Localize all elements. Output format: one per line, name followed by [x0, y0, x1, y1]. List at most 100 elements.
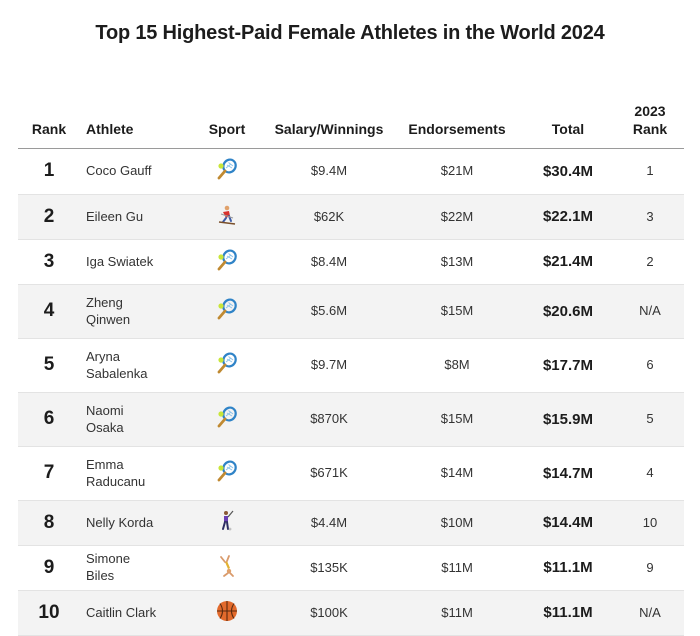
athlete-cell: Iga Swiatek — [80, 239, 190, 285]
endorsements-cell: $22M — [394, 194, 520, 240]
athlete-cell: Zheng Qinwen — [80, 284, 190, 339]
rank-cell: 5 — [18, 338, 80, 393]
total-cell: $14.4M — [520, 500, 616, 546]
sport-cell — [190, 500, 264, 546]
salary-cell: $671K — [264, 446, 394, 501]
endorsements-cell: $21M — [394, 148, 520, 195]
rank-cell: 4 — [18, 284, 80, 339]
sport-cell — [190, 194, 264, 240]
endorsements-cell: $8M — [394, 338, 520, 393]
column-header-endorsements: Endorsements — [408, 120, 506, 137]
total-cell: $17.7M — [520, 338, 616, 393]
gymnast-icon — [215, 554, 239, 583]
salary-cell: $5.6M — [264, 284, 394, 339]
sport-cell — [190, 284, 264, 339]
sport-cell — [190, 590, 264, 636]
prev-rank-header-line2: Rank — [632, 120, 668, 137]
endorsements-cell: $13M — [394, 239, 520, 285]
salary-cell: $9.4M — [264, 148, 394, 195]
total-cell: $21.4M — [520, 239, 616, 285]
prev-rank-cell: 4 — [616, 446, 684, 501]
athlete-cell: Emma Raducanu — [80, 446, 190, 501]
page-title: Top 15 Highest-Paid Female Athletes in t… — [95, 22, 605, 44]
athlete-cell: Simone Biles — [80, 545, 190, 591]
table-body: 1 Coco Gauff $9.4M $21M $30.4M 1 2 Eilee… — [18, 148, 684, 636]
total-cell: $22.1M — [520, 194, 616, 240]
athlete-cell: Caitlin Clark — [80, 590, 190, 636]
table-row: 2 Eileen Gu $62K $22M $22.1M 3 — [18, 194, 684, 240]
prev-rank-cell: 3 — [616, 194, 684, 240]
salary-cell: $100K — [264, 590, 394, 636]
sport-cell — [190, 338, 264, 393]
table-row: 1 Coco Gauff $9.4M $21M $30.4M 1 — [18, 148, 684, 195]
rank-cell: 6 — [18, 392, 80, 447]
prev-rank-cell: 1 — [616, 148, 684, 195]
table-header: Rank Athlete Sport Salary/Winnings Endor… — [18, 88, 684, 149]
table-row: 10 Caitlin Clark $100K $11M $11.1M N/A — [18, 590, 684, 636]
tennis-racket-icon — [215, 248, 239, 277]
prev-rank-cell: 2 — [616, 239, 684, 285]
salary-cell: $8.4M — [264, 239, 394, 285]
prev-rank-cell: 5 — [616, 392, 684, 447]
salary-cell: $4.4M — [264, 500, 394, 546]
rank-cell: 9 — [18, 545, 80, 591]
athlete-cell: Eileen Gu — [80, 194, 190, 240]
athlete-cell: Nelly Korda — [80, 500, 190, 546]
table-row: 3 Iga Swiatek $8.4M $13M $21.4M 2 — [18, 239, 684, 285]
prev-rank-cell: 9 — [616, 545, 684, 591]
total-cell: $30.4M — [520, 148, 616, 195]
tennis-racket-icon — [215, 405, 239, 434]
prev-rank-cell: N/A — [616, 590, 684, 636]
sport-cell — [190, 239, 264, 285]
column-header-athlete: Athlete — [86, 120, 134, 137]
column-header-prev-rank: 2023 Rank — [616, 88, 684, 149]
prev-rank-header-line1: 2023 — [634, 102, 666, 119]
rank-cell: 8 — [18, 500, 80, 546]
athlete-cell: Coco Gauff — [80, 148, 190, 195]
sport-cell — [190, 392, 264, 447]
tennis-racket-icon — [215, 297, 239, 326]
tennis-racket-icon — [215, 157, 239, 186]
tennis-racket-icon — [215, 351, 239, 380]
tennis-racket-icon — [215, 459, 239, 488]
column-header-rank: Rank — [31, 120, 67, 137]
endorsements-cell: $11M — [394, 590, 520, 636]
page: Top 15 Highest-Paid Female Athletes in t… — [18, 22, 684, 636]
rank-cell: 1 — [18, 148, 80, 195]
athletes-table: Rank Athlete Sport Salary/Winnings Endor… — [18, 88, 684, 636]
total-cell: $15.9M — [520, 392, 616, 447]
prev-rank-cell: 10 — [616, 500, 684, 546]
endorsements-cell: $11M — [394, 545, 520, 591]
sport-cell — [190, 446, 264, 501]
athlete-cell: Naomi Osaka — [80, 392, 190, 447]
skier-icon — [215, 203, 239, 232]
sport-cell — [190, 148, 264, 195]
salary-cell: $9.7M — [264, 338, 394, 393]
table-row: 5 Aryna Sabalenka $9.7M $8M $17.7M 6 — [18, 338, 684, 393]
rank-cell: 3 — [18, 239, 80, 285]
prev-rank-cell: 6 — [616, 338, 684, 393]
rank-cell: 10 — [18, 590, 80, 636]
athlete-cell: Aryna Sabalenka — [80, 338, 190, 393]
salary-cell: $135K — [264, 545, 394, 591]
rank-cell: 7 — [18, 446, 80, 501]
sport-cell — [190, 545, 264, 591]
table-row: 9 Simone Biles $135K $11M $11.1M 9 — [18, 545, 684, 591]
total-cell: $11.1M — [520, 545, 616, 591]
table-row: 8 Nelly Korda $4.4M $10M $14.4M 10 — [18, 500, 684, 546]
endorsements-cell: $15M — [394, 392, 520, 447]
endorsements-cell: $15M — [394, 284, 520, 339]
salary-cell: $870K — [264, 392, 394, 447]
total-cell: $14.7M — [520, 446, 616, 501]
endorsements-cell: $14M — [394, 446, 520, 501]
table-row: 6 Naomi Osaka $870K $15M $15.9M 5 — [18, 392, 684, 447]
total-cell: $11.1M — [520, 590, 616, 636]
rank-cell: 2 — [18, 194, 80, 240]
endorsements-cell: $10M — [394, 500, 520, 546]
salary-cell: $62K — [264, 194, 394, 240]
column-header-salary: Salary/Winnings — [274, 120, 384, 137]
table-row: 4 Zheng Qinwen $5.6M $15M $20.6M N/A — [18, 284, 684, 339]
column-header-sport: Sport — [208, 120, 246, 137]
table-row: 7 Emma Raducanu $671K $14M $14.7M 4 — [18, 446, 684, 501]
basketball-icon — [215, 599, 239, 628]
